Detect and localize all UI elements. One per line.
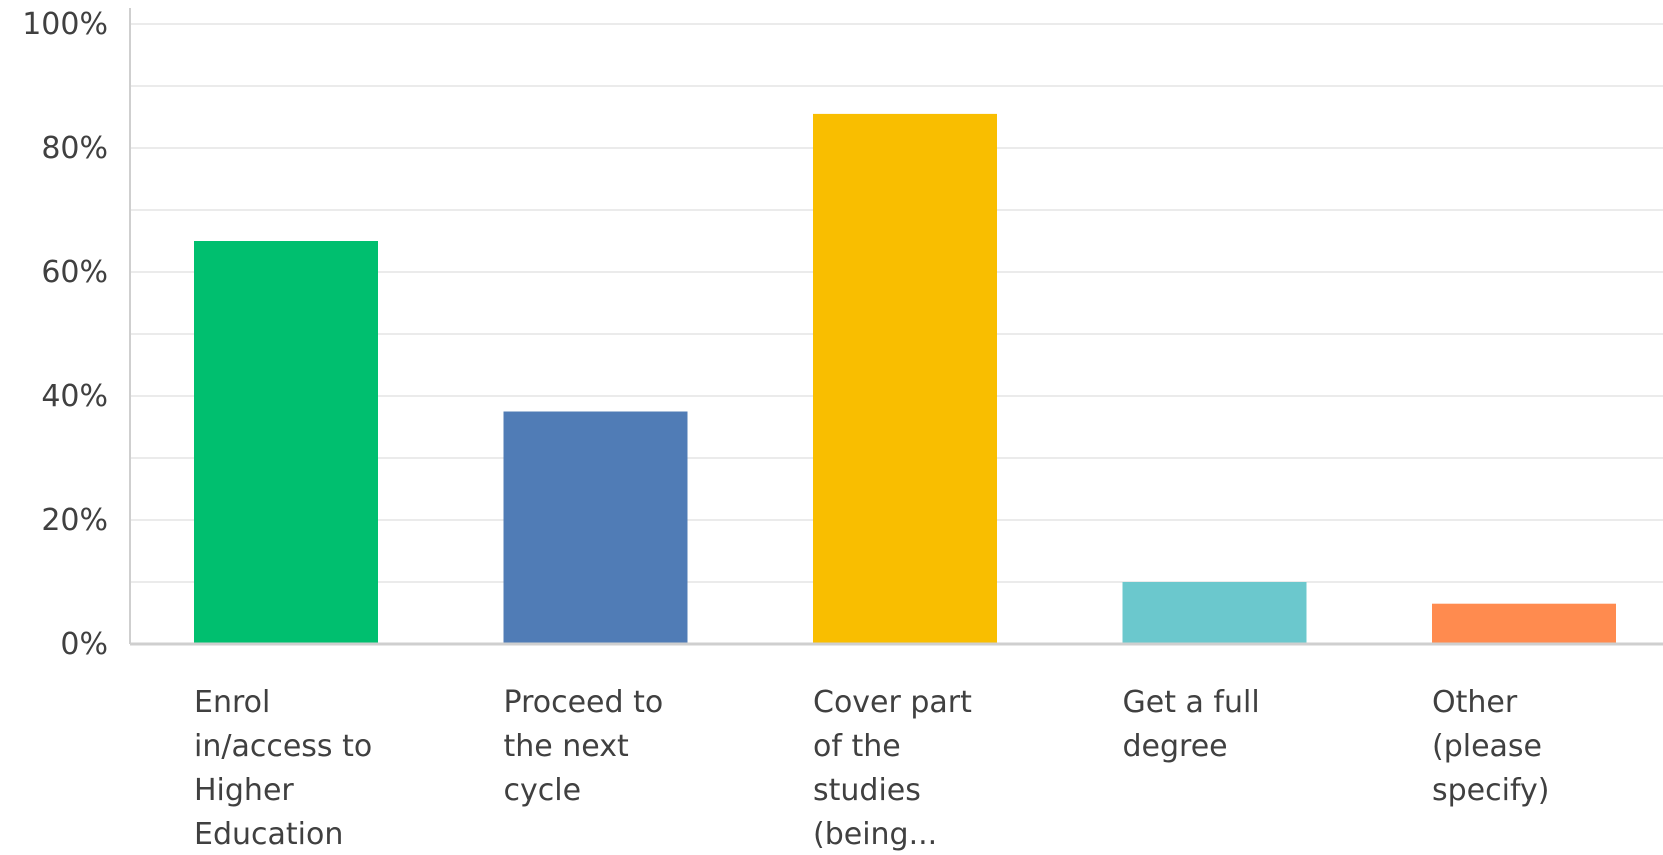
- category-label-line: Education: [194, 817, 343, 852]
- category-label-line: Enrol: [194, 685, 270, 720]
- y-tick-label: 0%: [60, 627, 108, 662]
- category-label-line: the next: [504, 729, 629, 764]
- category-label-line: degree: [1123, 729, 1228, 764]
- bar: [813, 113, 997, 644]
- y-tick-label: 80%: [41, 131, 108, 166]
- bar: [194, 241, 378, 644]
- category-label-line: (please: [1432, 729, 1542, 764]
- y-tick-label: 100%: [22, 7, 108, 42]
- category-label: Other (please specify): [1432, 685, 1549, 808]
- y-tick-label: 40%: [41, 379, 108, 414]
- category-label-line: Proceed to: [504, 685, 664, 720]
- bar: [1432, 603, 1616, 644]
- category-label: Enrol in/access to Higher Education: [194, 685, 372, 852]
- category-label: Proceed to the next cycle: [504, 685, 664, 808]
- category-label: Cover part of the studies (being...: [813, 685, 972, 852]
- bars: [194, 113, 1616, 644]
- category-label-line: cycle: [504, 773, 582, 808]
- category-label-line: Get a full: [1123, 685, 1260, 720]
- category-label-line: Higher: [194, 773, 294, 808]
- y-tick-label: 60%: [41, 255, 108, 290]
- axes: [129, 8, 1663, 646]
- category-label-line: specify): [1432, 773, 1549, 808]
- y-tick-label: 20%: [41, 503, 108, 538]
- category-label-line: (being...: [813, 817, 937, 852]
- bar: [1122, 582, 1307, 644]
- category-label-line: of the: [813, 729, 901, 764]
- category-label-line: in/access to: [194, 729, 372, 764]
- category-label: Get a full degree: [1123, 685, 1260, 764]
- category-label-line: Cover part: [813, 685, 972, 720]
- category-label-line: studies: [813, 773, 921, 808]
- y-tick-labels: 0% 20% 40% 60% 80% 100%: [22, 7, 108, 662]
- category-label-line: Other: [1432, 685, 1518, 720]
- bar: [503, 411, 688, 644]
- x-category-labels: Enrol in/access to Higher Education Proceed …: [194, 685, 1549, 852]
